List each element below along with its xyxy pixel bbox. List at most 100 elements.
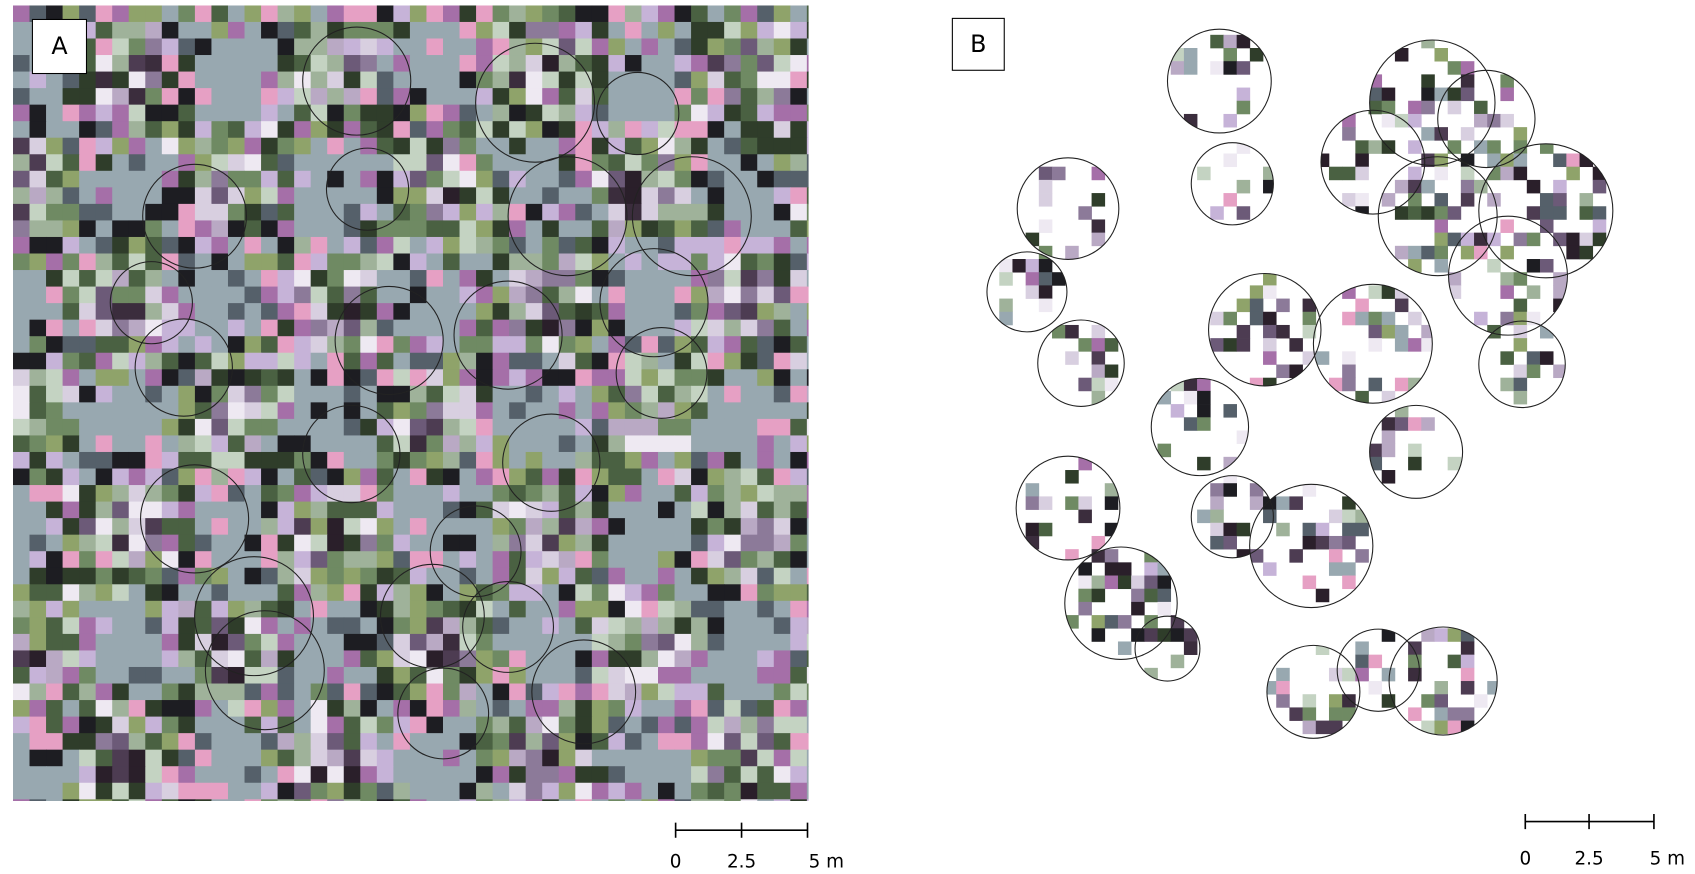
pixel	[129, 320, 146, 337]
pixel	[1355, 523, 1369, 537]
pixel	[360, 684, 377, 701]
pixel	[476, 254, 493, 271]
pixel	[608, 783, 625, 800]
pixel	[675, 105, 692, 122]
pixel	[790, 650, 807, 667]
pixel	[493, 783, 510, 800]
pixel	[1184, 628, 1198, 642]
pixel	[426, 154, 443, 171]
pixel	[245, 452, 262, 469]
pixel	[63, 336, 80, 353]
pixel	[757, 204, 774, 221]
pixel	[708, 237, 725, 254]
pixel	[774, 105, 791, 122]
pixel	[410, 303, 427, 320]
pixel	[377, 72, 394, 89]
pixel	[1197, 457, 1211, 471]
pixel	[162, 435, 179, 452]
pixel	[807, 204, 824, 221]
pixel	[145, 750, 162, 767]
pixel	[211, 336, 228, 353]
pixel	[460, 287, 477, 304]
pixel	[211, 766, 228, 783]
pixel	[807, 419, 824, 436]
pixel	[96, 535, 113, 552]
pixel	[559, 105, 576, 122]
pixel	[129, 485, 146, 502]
pixel	[211, 105, 228, 122]
pixel	[1580, 193, 1594, 207]
pixel	[1408, 101, 1422, 115]
pixel	[1329, 707, 1343, 721]
pixel	[79, 733, 96, 750]
pixel	[790, 469, 807, 486]
pixel	[228, 568, 245, 585]
pixel	[526, 601, 543, 618]
pixel	[129, 72, 146, 89]
pixel	[542, 138, 559, 155]
pixel	[542, 684, 559, 701]
pixel	[294, 187, 311, 204]
pixel	[790, 138, 807, 155]
pixel	[724, 204, 741, 221]
pixel	[79, 435, 96, 452]
pixel	[311, 386, 328, 403]
pixel	[741, 700, 758, 717]
pixel	[608, 386, 625, 403]
pixel	[790, 287, 807, 304]
pixel	[294, 254, 311, 271]
pixel	[724, 617, 741, 634]
pixel	[377, 237, 394, 254]
pixel	[807, 154, 824, 171]
pixel	[724, 535, 741, 552]
pixel	[79, 237, 96, 254]
pixel	[608, 551, 625, 568]
pixel	[1580, 154, 1594, 168]
pixel	[63, 535, 80, 552]
pixel	[79, 799, 96, 816]
pixel	[774, 419, 791, 436]
pixel	[460, 72, 477, 89]
pixel	[129, 154, 146, 171]
pixel	[691, 684, 708, 701]
pixel	[675, 518, 692, 535]
pixel	[129, 502, 146, 519]
pixel	[1092, 615, 1106, 629]
pixel	[360, 617, 377, 634]
pixel	[294, 601, 311, 618]
pixel	[63, 353, 80, 370]
pixel	[575, 402, 592, 419]
pixel	[641, 584, 658, 601]
pixel	[46, 402, 63, 419]
pixel	[294, 717, 311, 734]
pixel	[460, 684, 477, 701]
pixel	[162, 650, 179, 667]
pixel	[96, 22, 113, 39]
pixel	[46, 121, 63, 138]
pixel	[608, 650, 625, 667]
pixel	[426, 88, 443, 105]
pixel	[774, 485, 791, 502]
pixel	[245, 485, 262, 502]
pixel	[476, 518, 493, 535]
pixel	[377, 435, 394, 452]
pixel	[195, 187, 212, 204]
pixel	[294, 105, 311, 122]
pixel	[1223, 114, 1237, 128]
pixel	[559, 469, 576, 486]
pixel	[278, 22, 295, 39]
pixel	[509, 766, 526, 783]
pixel	[1580, 233, 1594, 247]
pixel	[493, 154, 510, 171]
pixel	[641, 303, 658, 320]
pixel	[145, 617, 162, 634]
pixel	[426, 5, 443, 22]
pixel	[625, 551, 642, 568]
pixel	[211, 270, 228, 287]
pixel	[360, 5, 377, 22]
pixel	[178, 783, 195, 800]
pixel	[724, 187, 741, 204]
pixel	[575, 435, 592, 452]
pixel	[1342, 365, 1356, 379]
pixel	[460, 353, 477, 370]
